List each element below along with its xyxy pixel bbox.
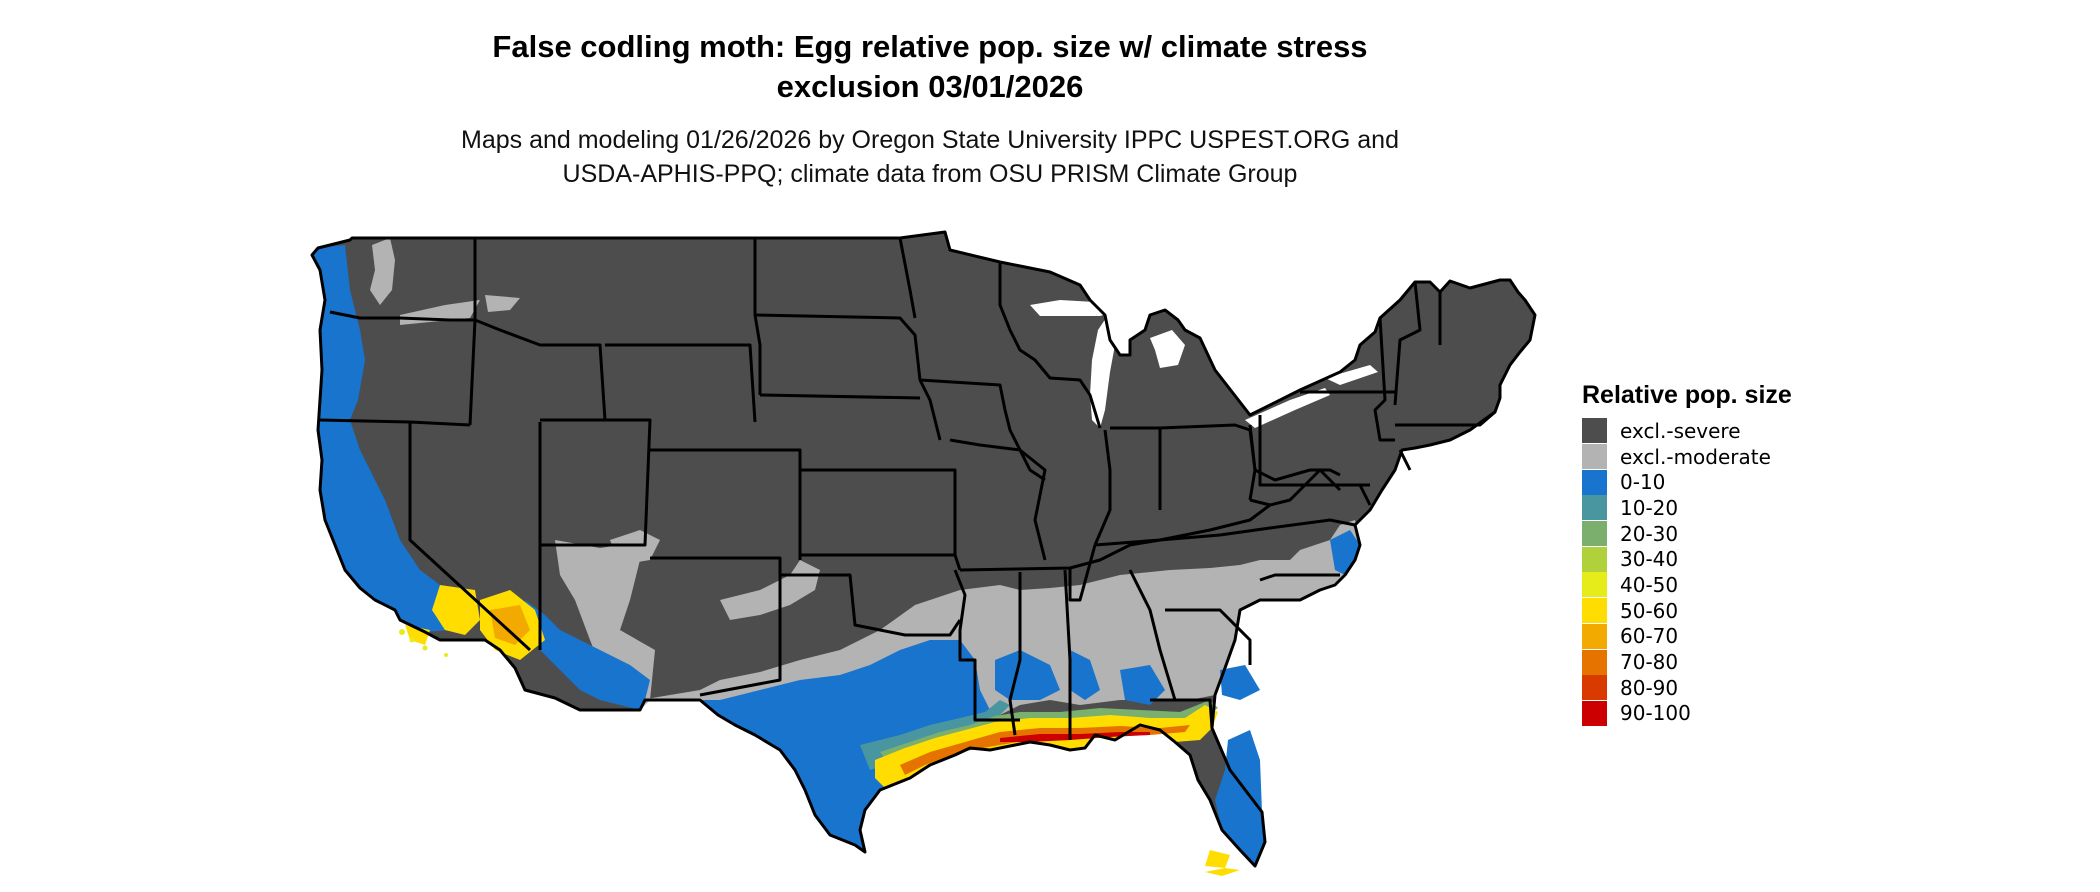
map-subtitle-line1: Maps and modeling 01/26/2026 by Oregon S…	[461, 126, 1399, 154]
map-subtitle-line2: USDA-APHIS-PPQ; climate data from OSU PR…	[562, 160, 1298, 188]
legend-item: 20-30	[1582, 521, 1792, 547]
legend-swatch	[1582, 675, 1607, 701]
legend-swatch	[1582, 700, 1607, 726]
legend-swatch	[1582, 418, 1607, 444]
legend-label: 80-90	[1620, 675, 1679, 700]
legend-item: 30-40	[1582, 546, 1792, 572]
state-borders	[310, 230, 1537, 868]
legend-swatch	[1582, 495, 1607, 521]
legend-label: 90-100	[1620, 701, 1691, 726]
legend-item: 10-20	[1582, 495, 1792, 521]
legend-label: 0-10	[1620, 470, 1666, 495]
legend-swatch	[1582, 572, 1607, 598]
legend-swatch	[1582, 469, 1607, 495]
legend-swatch	[1582, 649, 1607, 675]
legend-swatch	[1582, 623, 1607, 649]
legend-label: 20-30	[1620, 521, 1679, 546]
legend-label: excl.-moderate	[1620, 444, 1771, 469]
legend-label: 10-20	[1620, 495, 1679, 520]
baja-islands	[399, 629, 448, 657]
legend-item: excl.-severe	[1582, 418, 1792, 444]
legend-swatch	[1582, 546, 1607, 572]
map-title-line1: False codling moth: Egg relative pop. si…	[492, 29, 1368, 64]
legend-label: 40-50	[1620, 572, 1679, 597]
legend-item: excl.-moderate	[1582, 444, 1792, 470]
legend-swatch	[1582, 598, 1607, 624]
legend-item: 40-50	[1582, 572, 1792, 598]
legend-item: 80-90	[1582, 675, 1792, 701]
legend-swatch	[1582, 444, 1607, 470]
legend-label: excl.-severe	[1620, 418, 1741, 443]
legend-title: Relative pop. size	[1582, 381, 1792, 409]
legend-label: 50-60	[1620, 598, 1679, 623]
legend-item: 0-10	[1582, 469, 1792, 495]
legend-item: 60-70	[1582, 623, 1792, 650]
legend-item: 70-80	[1582, 649, 1792, 675]
legend-label: 30-40	[1620, 547, 1679, 572]
map-title-line2: exclusion 03/01/2026	[776, 69, 1084, 104]
legend-label: 70-80	[1620, 650, 1679, 675]
great-lakes	[1030, 300, 1378, 428]
coast-details	[1205, 868, 1240, 876]
legend-swatch	[1582, 521, 1607, 547]
legend: Relative pop. size excl.-severe excl.-mod…	[1582, 381, 1792, 726]
legend-item: 50-60	[1582, 598, 1792, 624]
legend-item: 90-100	[1582, 700, 1792, 727]
zone-0-10	[312, 245, 1360, 866]
legend-rows: excl.-severe excl.-moderate 0-10 10-20 20-30…	[1582, 418, 1792, 726]
legend-label: 60-70	[1620, 624, 1679, 649]
